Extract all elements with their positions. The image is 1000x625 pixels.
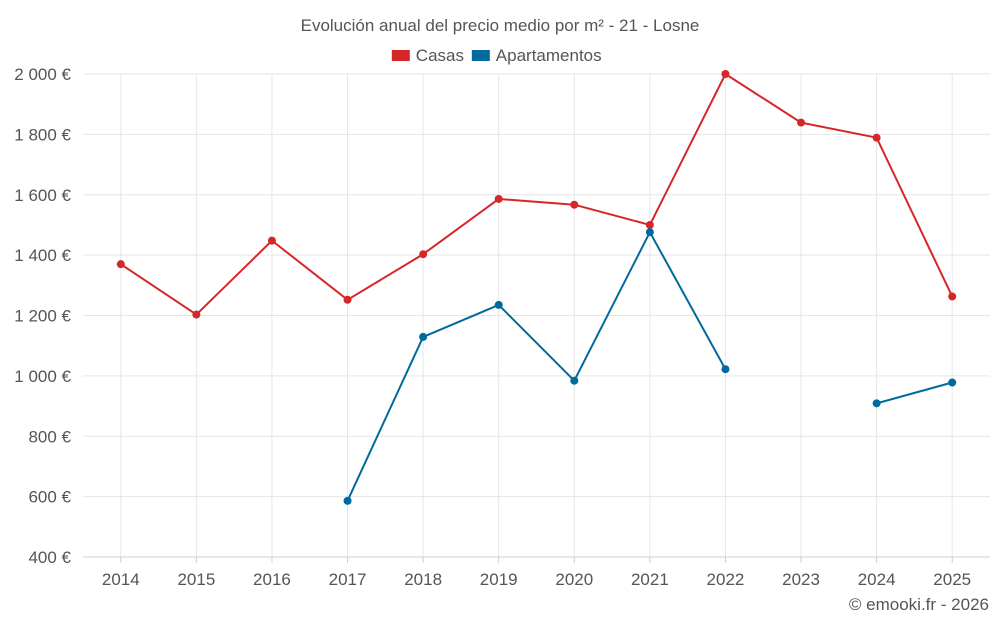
x-tick-label: 2025 <box>933 570 971 589</box>
data-point-casas[interactable] <box>797 118 806 127</box>
data-point-apartamentos[interactable] <box>645 228 654 237</box>
x-tick-label: 2016 <box>253 570 291 589</box>
data-point-casas[interactable] <box>645 220 654 229</box>
data-point-apartamentos[interactable] <box>948 378 957 387</box>
credit-text: © emooki.fr - 2026 <box>849 595 989 614</box>
legend-swatch <box>471 50 490 61</box>
y-tick-label: 1 400 € <box>14 246 71 265</box>
data-point-casas[interactable] <box>721 70 730 78</box>
x-tick-label: 2021 <box>631 570 669 589</box>
x-tick-label: 2018 <box>404 570 442 589</box>
data-point-casas[interactable] <box>267 236 276 245</box>
x-tick-label: 2019 <box>480 570 518 589</box>
y-tick-label: 1 600 € <box>14 186 71 205</box>
x-tick-label: 2015 <box>177 570 215 589</box>
series-points <box>116 70 957 505</box>
series-lines <box>119 73 954 502</box>
legend-item-apartamentos[interactable]: Apartamentos <box>471 46 602 65</box>
legend[interactable]: Casas Apartamentos <box>391 46 602 65</box>
x-tick-label: 2014 <box>102 570 140 589</box>
data-point-apartamentos[interactable] <box>872 399 881 408</box>
axes: 400 € 600 € 800 € 1 000 € 1 200 € 1 400 € 1 60… <box>14 65 990 589</box>
legend-label: Apartamentos <box>496 46 602 65</box>
y-tick-label: 2 000 € <box>14 65 71 84</box>
y-tick-label: 400 € <box>28 548 71 567</box>
y-tick-label: 1 200 € <box>14 307 71 326</box>
series-line-apartamentos <box>346 231 727 502</box>
x-tick-label: 2022 <box>707 570 745 589</box>
y-tick-label: 1 800 € <box>14 125 71 144</box>
data-point-casas[interactable] <box>494 194 503 203</box>
legend-swatch <box>391 50 410 61</box>
y-tick-label: 600 € <box>28 488 71 507</box>
data-point-casas[interactable] <box>116 260 125 269</box>
data-point-casas[interactable] <box>872 133 881 142</box>
y-tick-label: 800 € <box>28 427 71 446</box>
data-point-apartamentos[interactable] <box>419 332 428 341</box>
legend-label: Casas <box>416 46 464 65</box>
data-point-apartamentos[interactable] <box>721 365 730 374</box>
legend-item-casas[interactable]: Casas <box>391 46 464 65</box>
x-tick-label: 2020 <box>555 570 593 589</box>
data-point-apartamentos[interactable] <box>570 376 579 385</box>
data-point-casas[interactable] <box>343 295 352 304</box>
series-line-casas <box>119 73 954 316</box>
y-tick-label: 1 000 € <box>14 367 71 386</box>
chart-title: Evolución anual del precio medio por m² … <box>301 16 700 35</box>
x-tick-label: 2023 <box>782 570 820 589</box>
data-point-casas[interactable] <box>948 292 957 301</box>
data-point-apartamentos[interactable] <box>494 300 503 309</box>
series-line-apartamentos <box>875 381 954 405</box>
data-point-casas[interactable] <box>419 250 428 259</box>
data-point-casas[interactable] <box>192 310 201 319</box>
data-point-apartamentos[interactable] <box>343 496 352 505</box>
gridlines <box>83 73 990 557</box>
x-tick-label: 2017 <box>329 570 367 589</box>
x-tick-label: 2024 <box>858 570 896 589</box>
data-point-casas[interactable] <box>570 200 579 209</box>
